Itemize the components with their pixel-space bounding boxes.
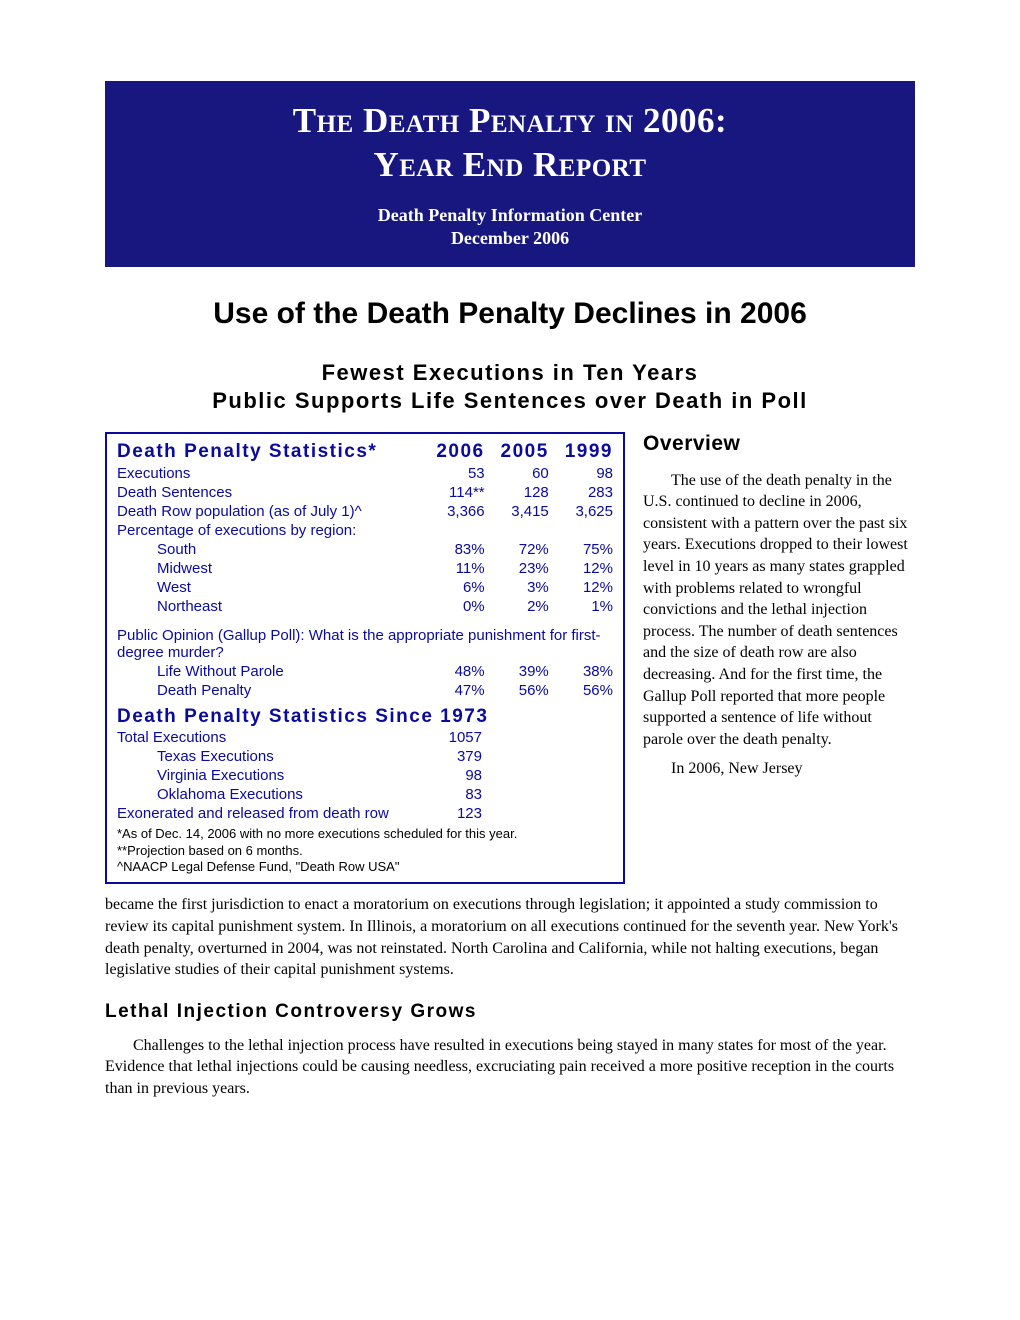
lethal-para: Challenges to the lethal injection proce… — [105, 1035, 915, 1100]
table-row: Total Executions1057 — [117, 728, 613, 747]
footnote-2: **Projection based on 6 months. — [117, 843, 613, 860]
statistics-box: Death Penalty Statistics* 2006 2005 1999… — [105, 432, 625, 885]
stats-table-main: Death Penalty Statistics* 2006 2005 1999… — [117, 440, 613, 700]
col-1999: 1999 — [549, 440, 613, 464]
footnote-1: *As of Dec. 14, 2006 with no more execut… — [117, 826, 613, 843]
sub-headline-line2: Public Supports Life Sentences over Deat… — [105, 387, 915, 416]
organization-name: Death Penalty Information Center — [125, 205, 895, 226]
stats-since-title: Death Penalty Statistics Since 1973 — [117, 706, 613, 728]
table-row: Life Without Parole48%39%38% — [117, 662, 613, 681]
col-2006: 2006 — [420, 440, 484, 464]
table-row: South83%72%75% — [117, 540, 613, 559]
table-row: Northeast0%2%1% — [117, 597, 613, 616]
overview-column: Overview The use of the death penalty in… — [643, 432, 915, 885]
footnote-3: ^NAACP Legal Defense Fund, "Death Row US… — [117, 859, 613, 876]
poll-question-row: Public Opinion (Gallup Poll): What is th… — [117, 626, 613, 662]
table-row: Virginia Executions98 — [117, 766, 613, 785]
report-title-line1: The Death Penalty in 2006: — [125, 99, 895, 143]
report-date: December 2006 — [125, 228, 895, 249]
report-title-line2: Year End Report — [125, 143, 895, 187]
stats-table-since: Total Executions1057 Texas Executions379… — [117, 728, 613, 823]
overview-para-2-continue: became the first jurisdiction to enact a… — [105, 894, 915, 980]
table-row: Death Row population (as of July 1)^3,36… — [117, 502, 613, 521]
content-columns: Death Penalty Statistics* 2006 2005 1999… — [105, 432, 915, 885]
table-row: Exonerated and released from death row12… — [117, 804, 613, 823]
overview-heading: Overview — [643, 432, 915, 456]
sub-headline-line1: Fewest Executions in Ten Years — [105, 359, 915, 388]
table-row: Percentage of executions by region: — [117, 521, 613, 540]
table-row: Midwest11%23%12% — [117, 559, 613, 578]
table-row: Oklahoma Executions83 — [117, 785, 613, 804]
table-row: Texas Executions379 — [117, 747, 613, 766]
main-headline: Use of the Death Penalty Declines in 200… — [105, 297, 915, 331]
table-row: Death Penalty47%56%56% — [117, 681, 613, 700]
header-banner: The Death Penalty in 2006: Year End Repo… — [105, 75, 915, 267]
table-row: Executions536098 — [117, 464, 613, 483]
table-row: Death Sentences114**128283 — [117, 483, 613, 502]
stats-footnotes: *As of Dec. 14, 2006 with no more execut… — [117, 826, 613, 877]
sub-headline: Fewest Executions in Ten Years Public Su… — [105, 359, 915, 416]
stats-title: Death Penalty Statistics* — [117, 441, 377, 462]
lethal-heading: Lethal Injection Controversy Grows — [105, 1001, 915, 1023]
overview-para-1: The use of the death penalty in the U.S.… — [643, 470, 915, 751]
table-row: West6%3%12% — [117, 578, 613, 597]
overview-para-2-start: In 2006, New Jersey — [643, 758, 915, 780]
col-2005: 2005 — [485, 440, 549, 464]
